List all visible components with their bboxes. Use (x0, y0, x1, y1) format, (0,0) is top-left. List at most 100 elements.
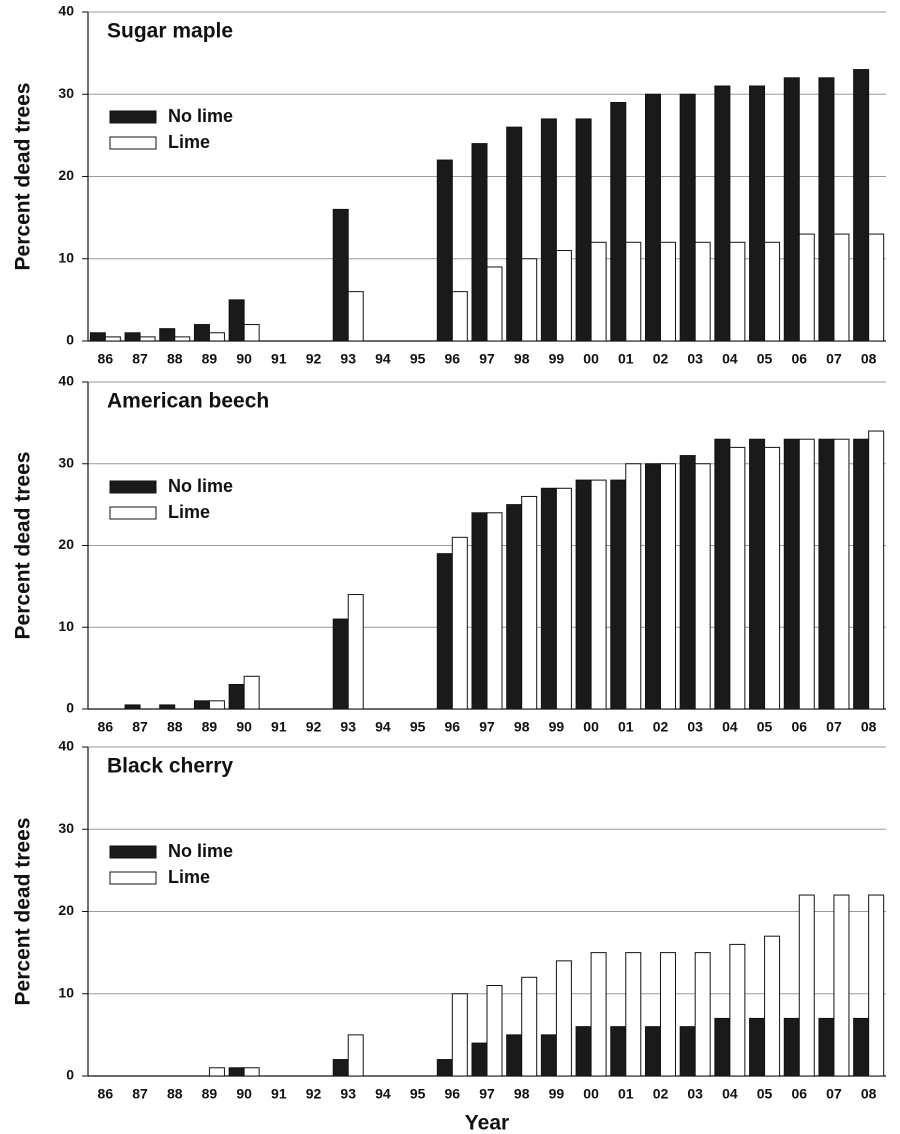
bar (575, 1026, 592, 1077)
bar (193, 700, 210, 710)
x-tick-label: 92 (306, 351, 322, 367)
bar (208, 700, 225, 710)
bar (853, 438, 870, 710)
bar (332, 1059, 349, 1077)
x-tick-label: 90 (236, 351, 252, 367)
bar (694, 952, 711, 1077)
bar (139, 336, 156, 342)
bar (174, 336, 191, 342)
bar (208, 332, 225, 342)
bar (436, 1059, 453, 1077)
x-tick-label: 03 (687, 719, 703, 735)
bar (729, 446, 746, 710)
x-tick-label: 08 (861, 1086, 877, 1102)
bar (625, 952, 642, 1077)
bar (228, 299, 245, 342)
bar (486, 512, 503, 710)
x-tick-label: 91 (271, 719, 287, 735)
bar (243, 324, 260, 342)
bar (610, 479, 627, 710)
bar (590, 479, 607, 710)
y-tick-label: 40 (58, 3, 74, 19)
bar (714, 1017, 731, 1077)
legend-swatch (109, 110, 157, 124)
x-tick-label: 99 (549, 1086, 565, 1102)
bar (644, 463, 661, 710)
x-tick-label: 95 (410, 351, 426, 367)
bar (228, 683, 245, 710)
bar (506, 504, 523, 710)
bar (506, 126, 523, 342)
bar (818, 77, 835, 342)
x-tick-label: 90 (236, 719, 252, 735)
bar (243, 1067, 260, 1077)
x-tick-label: 08 (861, 351, 877, 367)
x-tick-label: 87 (132, 1086, 148, 1102)
legend-swatch (109, 845, 157, 859)
legend-label: No lime (168, 476, 233, 496)
chart-title: Black cherry (107, 755, 233, 778)
x-tick-label: 00 (583, 1086, 599, 1102)
bar (521, 495, 538, 710)
bar (659, 463, 676, 710)
x-tick-label: 94 (375, 719, 391, 735)
bar (818, 1017, 835, 1077)
y-axis-title: Percent dead trees (12, 83, 35, 271)
legend-swatch (109, 871, 157, 885)
bar (644, 1026, 661, 1077)
y-tick-label: 0 (66, 332, 74, 348)
x-tick-label: 86 (98, 1086, 114, 1102)
x-tick-label: 95 (410, 1086, 426, 1102)
bar (436, 553, 453, 710)
bar (833, 894, 850, 1077)
x-tick-label: 86 (98, 719, 114, 735)
legend-label: No lime (168, 106, 233, 126)
x-tick-label: 92 (306, 1086, 322, 1102)
bar (521, 976, 538, 1077)
x-tick-label: 06 (791, 1086, 807, 1102)
bar (540, 1034, 557, 1077)
x-tick-label: 86 (98, 351, 114, 367)
x-tick-label: 94 (375, 1086, 391, 1102)
chart-title: Sugar maple (107, 20, 233, 43)
bar (853, 1017, 870, 1077)
legend-swatch (109, 136, 157, 150)
bar (783, 77, 800, 342)
bar (228, 1067, 245, 1077)
x-tick-label: 89 (202, 351, 218, 367)
bar (159, 328, 176, 342)
bar (540, 487, 557, 710)
bar (783, 438, 800, 710)
bar (764, 935, 781, 1077)
x-tick-label: 87 (132, 351, 148, 367)
x-tick-label: 96 (445, 351, 461, 367)
y-tick-label: 10 (58, 984, 74, 1000)
bar (610, 101, 627, 342)
x-tick-label: 02 (653, 1086, 669, 1102)
x-tick-label: 96 (445, 719, 461, 735)
y-tick-label: 20 (58, 536, 74, 552)
y-tick-label: 20 (58, 167, 74, 183)
bar (679, 93, 696, 342)
bar (347, 1034, 364, 1077)
bar (332, 208, 349, 342)
bar (833, 233, 850, 342)
y-tick-label: 40 (58, 373, 74, 389)
x-tick-label: 02 (653, 719, 669, 735)
bar (590, 241, 607, 342)
bar (798, 438, 815, 710)
bar (193, 324, 210, 342)
bar (783, 1017, 800, 1077)
bar (124, 704, 141, 710)
bar (714, 85, 731, 342)
x-tick-label: 98 (514, 351, 530, 367)
bar (749, 1017, 766, 1077)
bar (104, 336, 121, 342)
x-tick-label: 92 (306, 719, 322, 735)
bar (818, 438, 835, 710)
bar (764, 241, 781, 342)
x-tick-label: 97 (479, 719, 495, 735)
legend-label: Lime (168, 502, 210, 522)
bar (451, 536, 468, 710)
x-tick-label: 04 (722, 351, 738, 367)
